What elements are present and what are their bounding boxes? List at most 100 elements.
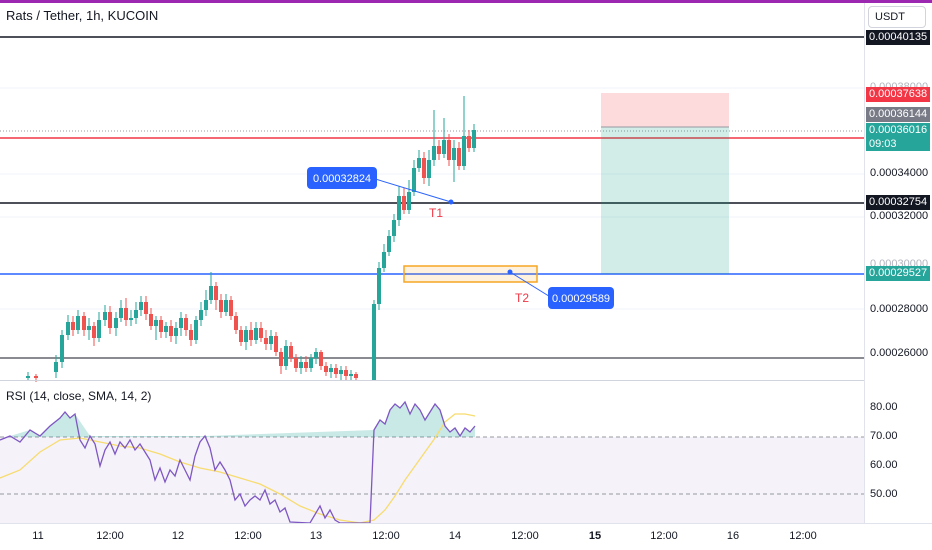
- rsi-tick: 50.00: [870, 488, 898, 500]
- stop-zone[interactable]: [601, 93, 729, 127]
- t1-label: T1: [429, 206, 443, 220]
- price-label-t1[interactable]: 0.00032754: [866, 195, 930, 210]
- candle-body: [108, 312, 112, 328]
- price-label-stop[interactable]: 0.00037638: [866, 87, 930, 102]
- candle-body: [169, 326, 173, 336]
- price-tick: 0.00034000: [870, 167, 929, 179]
- demand-zone[interactable]: [403, 265, 538, 283]
- rsi-tick: 80.00: [870, 401, 898, 413]
- candle-body: [412, 168, 416, 192]
- price-label-t2[interactable]: 0.00029527: [866, 266, 930, 281]
- candle-body: [462, 136, 466, 166]
- candle-body: [124, 308, 128, 320]
- candle-body: [214, 286, 218, 300]
- candle-body: [299, 362, 303, 368]
- candle-body: [103, 312, 107, 320]
- time-tick: 12:00: [234, 530, 262, 542]
- candle-body: [377, 268, 381, 304]
- rsi-tick: 70.00: [870, 430, 898, 442]
- candle-body: [407, 192, 411, 210]
- candle-body: [234, 316, 238, 330]
- currency-selector[interactable]: USDT: [868, 6, 926, 28]
- candle-body: [329, 368, 333, 372]
- candle-body: [422, 158, 426, 178]
- rsi-indicator-title[interactable]: RSI (14, close, SMA, 14, 2): [6, 389, 152, 403]
- current-price: 0.00036016: [869, 124, 928, 136]
- candle-body: [174, 328, 178, 336]
- time-tick: 16: [726, 530, 740, 542]
- price-axis-separator: [864, 3, 865, 523]
- candle-body: [184, 318, 188, 330]
- candle-body: [129, 318, 133, 320]
- candle-body: [447, 140, 451, 160]
- candle-body: [354, 374, 358, 378]
- candle-body: [314, 352, 318, 358]
- price-label-top[interactable]: 0.00040135: [866, 30, 930, 45]
- pane-separator[interactable]: [0, 380, 864, 381]
- candle-body: [467, 136, 471, 148]
- candle-body: [114, 318, 118, 328]
- candle-body: [249, 330, 253, 340]
- candle-body: [199, 310, 203, 320]
- candle-body: [26, 376, 30, 378]
- rsi-sma-line[interactable]: [0, 413, 476, 524]
- candle-body: [334, 368, 338, 374]
- candle-body: [392, 220, 396, 236]
- candle-body: [344, 370, 348, 376]
- t2-label: T2: [515, 291, 529, 305]
- candle-body: [154, 320, 158, 326]
- target-zone[interactable]: [601, 127, 729, 274]
- candle-body: [324, 366, 328, 372]
- price-label-current[interactable]: 0.00036016 09:03: [866, 123, 930, 151]
- candle-body: [452, 148, 456, 160]
- candle-body: [244, 330, 248, 342]
- candle-body: [397, 196, 401, 220]
- candle-body: [432, 146, 436, 160]
- candle-body: [472, 130, 476, 148]
- candle-body: [71, 322, 75, 330]
- callout-anchor-t1: [448, 199, 454, 205]
- candle-body: [402, 196, 406, 210]
- candle-body: [139, 302, 143, 310]
- price-tick: 0.00028000: [870, 303, 929, 315]
- candle-body: [179, 318, 183, 328]
- callout-pointer-t1: [371, 177, 452, 203]
- candle-body: [289, 346, 293, 358]
- time-axis-separator: [0, 523, 932, 524]
- candle-body: [66, 322, 70, 335]
- rsi-tick: 60.00: [870, 459, 898, 471]
- candle-body: [417, 158, 421, 168]
- candle-body: [164, 326, 168, 332]
- time-tick: 11: [32, 530, 44, 542]
- candle-body: [229, 300, 233, 316]
- rsi-line[interactable]: [0, 400, 476, 524]
- candle-body: [209, 286, 213, 300]
- candle-body: [387, 236, 391, 252]
- callout-box-t2[interactable]: [548, 287, 614, 309]
- candle-body: [82, 316, 86, 330]
- top-border: [0, 0, 932, 3]
- symbol-title[interactable]: Rats / Tether, 1h, KUCOIN: [6, 8, 159, 23]
- time-tick: 12: [171, 530, 185, 542]
- candle-body: [294, 358, 298, 368]
- candle-body: [134, 310, 138, 318]
- candle-body: [189, 330, 193, 340]
- price-tick: 0.00026000: [870, 347, 929, 359]
- time-tick: 12:00: [96, 530, 124, 542]
- rsi-band: [0, 437, 864, 523]
- candle-body: [239, 330, 243, 342]
- callout-box-t1[interactable]: [307, 167, 377, 189]
- time-tick: 12:00: [511, 530, 539, 542]
- candle-body: [427, 160, 431, 178]
- bar-countdown: 09:03: [869, 138, 897, 150]
- price-label-gray[interactable]: 0.00036144: [866, 107, 930, 122]
- candle-body: [87, 326, 91, 330]
- candle-body: [119, 308, 123, 318]
- candlestick-series[interactable]: [26, 96, 476, 382]
- candle-body: [254, 328, 258, 340]
- candle-body: [442, 140, 446, 154]
- candle-body: [274, 336, 278, 352]
- callout-anchor-t2: [507, 269, 513, 275]
- candle-body: [372, 304, 376, 380]
